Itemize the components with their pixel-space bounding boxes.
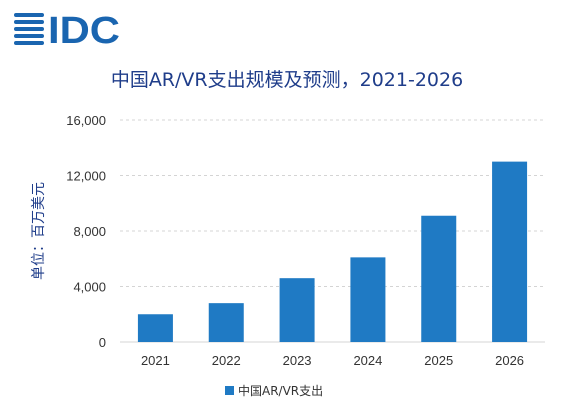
y-tick-labels: 0 4,000 8,000 12,000 16,000 [66, 113, 106, 350]
y-tick-label: 0 [99, 335, 106, 350]
legend-label: 中国AR/VR支出 [238, 383, 323, 398]
legend: 中国AR/VR支出 [225, 383, 323, 398]
bar-series [137, 161, 528, 342]
x-tick-label: 2026 [495, 353, 524, 368]
globe-icon [14, 13, 44, 45]
bar-2026 [492, 161, 528, 342]
x-tick-label: 2024 [353, 353, 382, 368]
bar-2025 [421, 215, 457, 342]
x-tick-labels: 2021 2022 2023 2024 2025 2026 [141, 353, 524, 368]
bar-2021 [137, 314, 173, 342]
x-tick-label: 2025 [424, 353, 453, 368]
logo-text: IDC [48, 10, 120, 48]
y-tick-label: 8,000 [73, 224, 106, 239]
y-tick-label: 16,000 [66, 113, 106, 128]
bar-2022 [208, 303, 244, 342]
legend-swatch [225, 386, 234, 395]
x-tick-label: 2022 [212, 353, 241, 368]
x-tick-label: 2023 [283, 353, 312, 368]
chart-title: 中国AR/VR支出规模及预测，2021-2026 [111, 69, 463, 91]
y-tick-label: 12,000 [66, 169, 106, 184]
bar-2024 [350, 257, 386, 342]
y-axis-label: 单位：百万美元 [31, 182, 47, 280]
bar-2023 [279, 278, 315, 342]
idc-logo: IDC [14, 10, 120, 48]
gridlines [120, 119, 545, 343]
x-tick-label: 2021 [141, 353, 170, 368]
y-tick-label: 4,000 [73, 280, 106, 295]
